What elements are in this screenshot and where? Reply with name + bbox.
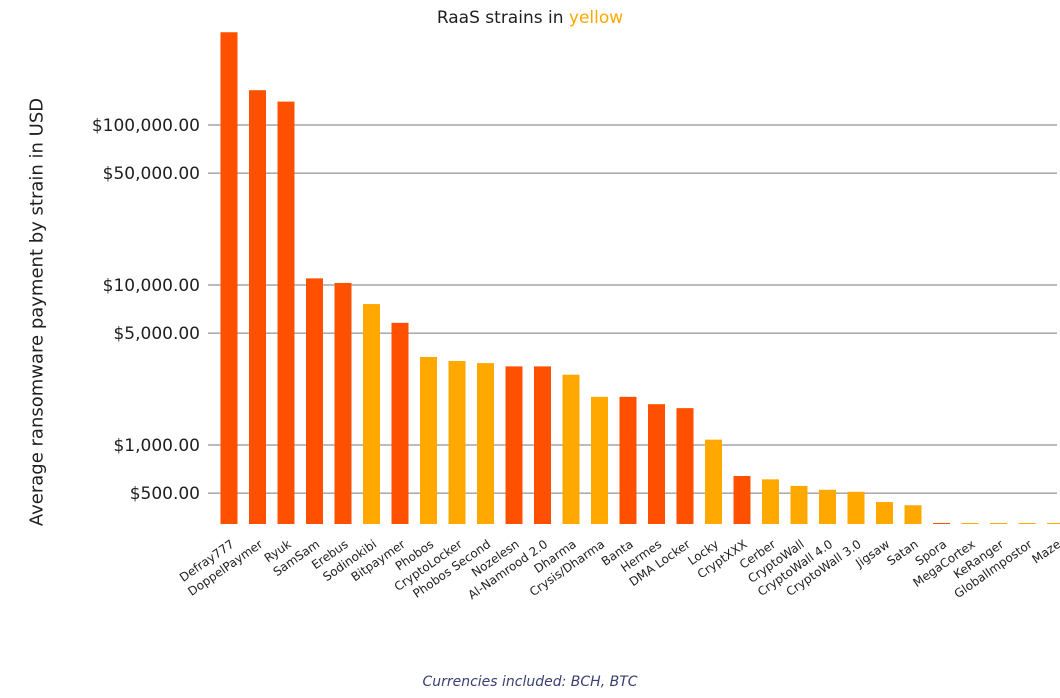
y-tick-label: $50,000.00 (103, 164, 200, 184)
bar-nozelesn[interactable] (505, 366, 523, 524)
bar-megacortex[interactable] (961, 523, 979, 524)
bar-phobos[interactable] (420, 356, 437, 524)
chart-title: RaaS strains in yellow (0, 8, 1060, 28)
bar-spora[interactable] (933, 523, 950, 524)
bar-doppelpaymer[interactable] (249, 90, 266, 524)
y-tick-label: $5,000.00 (113, 324, 200, 344)
bar-dharma[interactable] (562, 374, 580, 524)
bar-maze[interactable] (1047, 523, 1060, 524)
bar-ryuk[interactable] (277, 101, 295, 525)
bar-cryptowall-3-0[interactable] (847, 491, 865, 524)
bar-phobos-second[interactable] (477, 363, 494, 524)
bar-samsam[interactable] (306, 278, 323, 524)
bar-chart: $500.00 $1,000.00 $5,000.00 $10,000.00 $50,0… (92, 32, 1060, 602)
bar-satan[interactable] (904, 505, 922, 524)
bar-sodinokibi[interactable] (363, 304, 380, 524)
bar-jigsaw[interactable] (876, 502, 893, 524)
x-tick-label: Maze (1029, 537, 1060, 566)
x-tick-label: Satan (884, 537, 920, 568)
bar-keranger[interactable] (990, 523, 1007, 524)
bar-cryptowall[interactable] (790, 485, 808, 524)
bar-locky[interactable] (705, 439, 722, 524)
bar-al-namrood-2-0[interactable] (534, 366, 551, 524)
bar-cryptxxx[interactable] (733, 476, 751, 524)
y-tick-label: $100,000.00 (92, 116, 200, 136)
bar-cryptolocker[interactable] (448, 360, 466, 524)
chart-title-highlight: yellow (568, 8, 624, 28)
bar-defray777[interactable] (220, 32, 238, 525)
bar-cerber[interactable] (762, 479, 779, 524)
footnote: Currencies included: BCH, BTC (422, 674, 638, 690)
y-tick-label: $10,000.00 (103, 276, 200, 296)
bar-globalimpostor[interactable] (1018, 523, 1036, 524)
bar-cryptowall-4-0[interactable] (819, 489, 836, 524)
bar-crysis-dharma[interactable] (591, 396, 608, 524)
bar-dma-locker[interactable] (676, 408, 694, 524)
bar-erebus[interactable] (334, 282, 352, 524)
y-tick-label: $1,000.00 (113, 436, 200, 456)
chart-title-prefix: RaaS strains in (436, 8, 569, 28)
bar-hermes[interactable] (648, 404, 665, 524)
y-tick-label: $500.00 (130, 484, 200, 504)
bar-bitpaymer[interactable] (391, 322, 409, 524)
bar-banta[interactable] (619, 396, 637, 524)
